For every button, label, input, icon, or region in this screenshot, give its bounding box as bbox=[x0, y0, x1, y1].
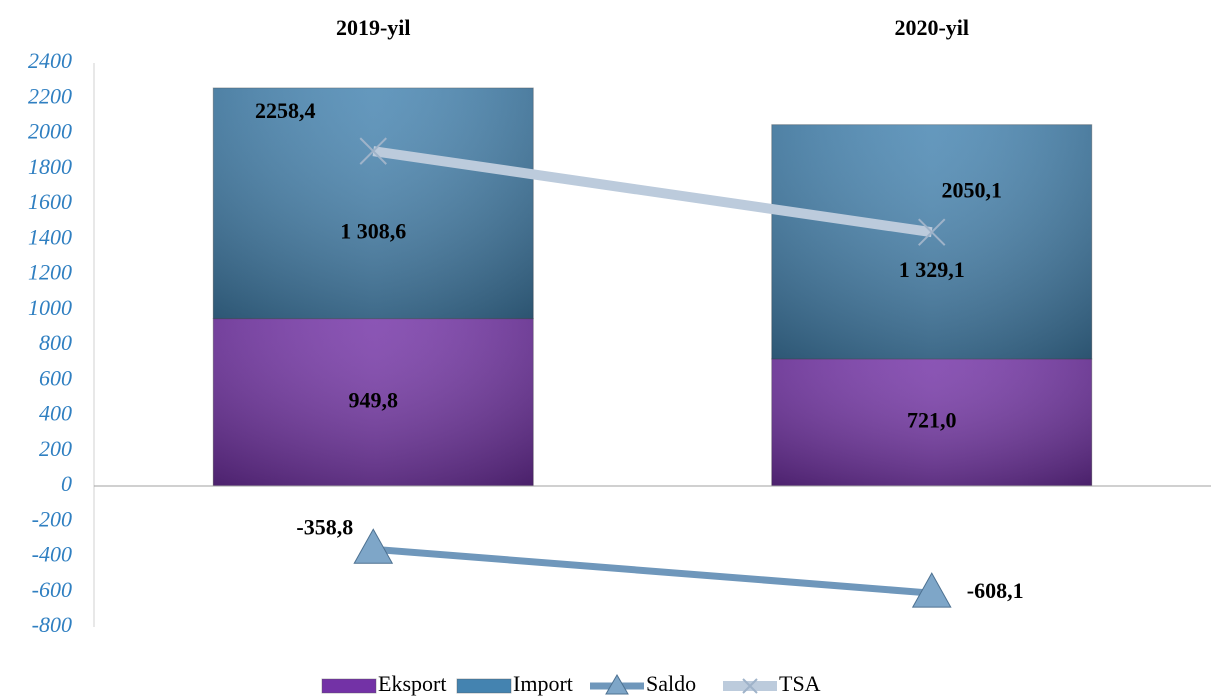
category-label: 2019-yil bbox=[336, 15, 411, 40]
legend-label: Eksport bbox=[378, 671, 446, 696]
y-tick-label: 1000 bbox=[28, 295, 72, 320]
total-label: 2258,4 bbox=[255, 98, 316, 123]
y-tick-label: 1400 bbox=[28, 224, 72, 249]
marker bbox=[918, 218, 946, 246]
total-label: 2050,1 bbox=[942, 178, 1003, 203]
line bbox=[372, 146, 933, 238]
value-label: 721,0 bbox=[907, 408, 957, 433]
legend-swatch bbox=[456, 678, 512, 694]
y-tick-label: 2000 bbox=[28, 119, 72, 144]
y-tick-label: 200 bbox=[39, 436, 72, 461]
category-label: 2020-yil bbox=[894, 15, 969, 40]
legend-marker bbox=[742, 678, 758, 694]
y-tick-label: 1200 bbox=[28, 260, 72, 285]
value-label: -608,1 bbox=[967, 578, 1024, 603]
legend-label: Saldo bbox=[646, 671, 696, 696]
value-label: -358,8 bbox=[296, 514, 353, 539]
bar bbox=[771, 124, 1093, 360]
marker bbox=[353, 528, 394, 564]
legend-label: TSA bbox=[779, 671, 821, 696]
legend-marker bbox=[605, 674, 629, 695]
y-tick-label: 400 bbox=[39, 401, 72, 426]
y-tick-label: 2400 bbox=[28, 48, 72, 73]
value-label: 1 308,6 bbox=[340, 218, 406, 243]
legend-swatch bbox=[321, 678, 377, 694]
marker bbox=[359, 137, 387, 165]
y-tick-label: -800 bbox=[32, 612, 72, 637]
y-tick-label: 2200 bbox=[28, 83, 72, 108]
y-tick-label: 1600 bbox=[28, 189, 72, 214]
y-tick-label: -200 bbox=[32, 506, 72, 531]
y-tick-label: 600 bbox=[39, 365, 72, 390]
marker bbox=[911, 572, 952, 608]
line bbox=[372, 545, 933, 597]
y-tick-label: 0 bbox=[61, 471, 72, 496]
value-label: 1 329,1 bbox=[899, 257, 965, 282]
y-tick-label: -600 bbox=[32, 577, 72, 602]
y-tick-label: 1800 bbox=[28, 154, 72, 179]
y-tick-label: 800 bbox=[39, 330, 72, 355]
value-label: 949,8 bbox=[349, 387, 399, 412]
y-tick-label: -400 bbox=[32, 542, 72, 567]
legend-label: Import bbox=[513, 671, 573, 696]
